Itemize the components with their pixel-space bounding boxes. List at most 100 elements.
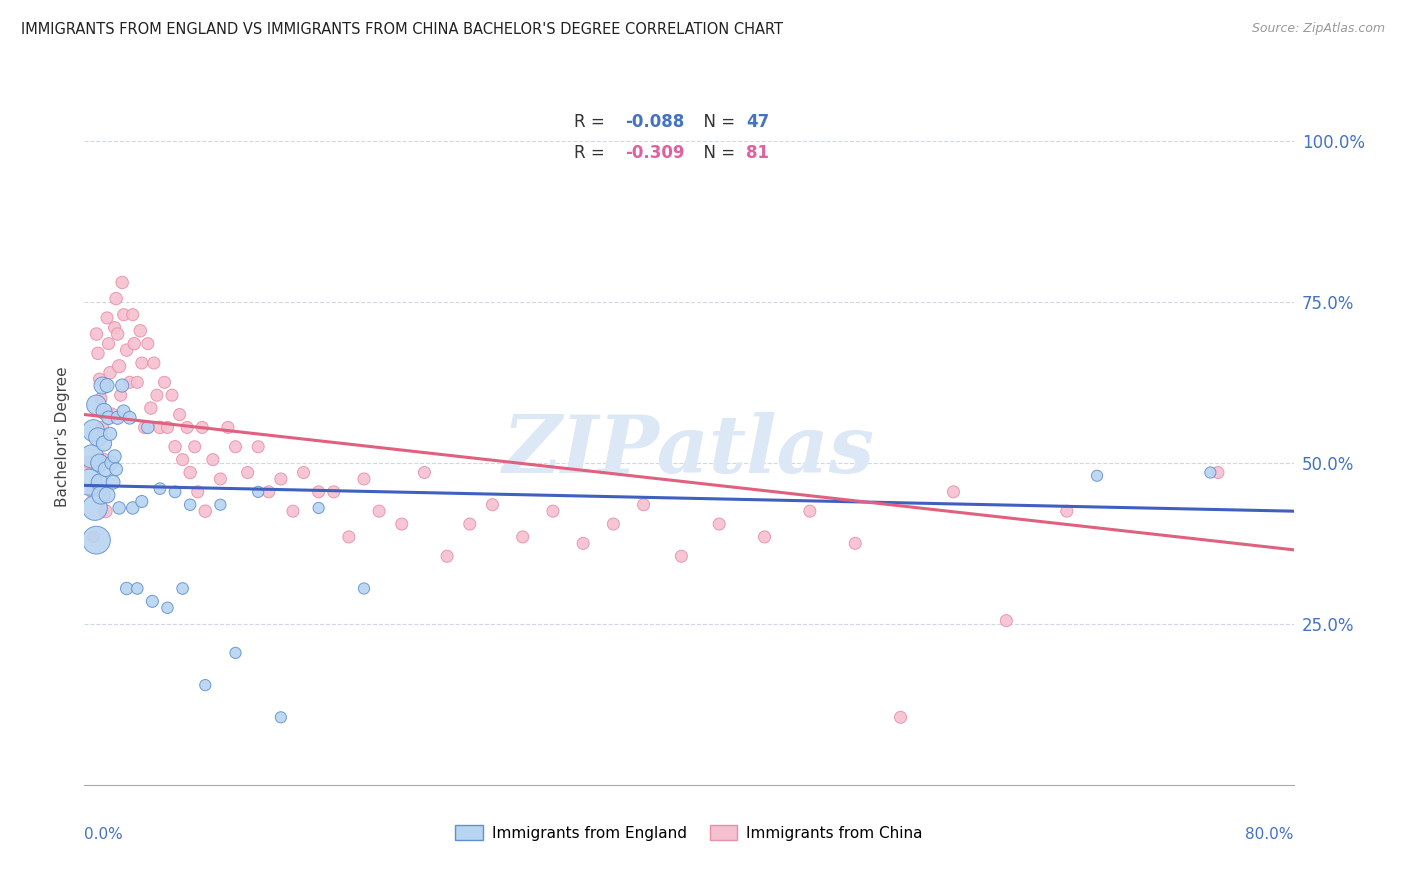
Point: [436, 549, 458, 564]
Point: [96, 378, 118, 392]
Point: [1085, 468, 1108, 483]
Point: [156, 600, 179, 615]
Point: [90, 392, 112, 406]
Point: [225, 440, 247, 454]
Point: [257, 484, 280, 499]
Point: [127, 376, 149, 390]
Point: [115, 343, 138, 357]
Point: [270, 472, 292, 486]
Point: [247, 440, 270, 454]
Point: [799, 504, 821, 518]
Point: [153, 376, 176, 390]
Point: [127, 582, 149, 596]
Point: [141, 594, 163, 608]
Text: N =: N =: [693, 145, 740, 162]
Point: [118, 410, 141, 425]
Point: [458, 516, 481, 531]
Point: [89, 456, 111, 470]
Point: [96, 310, 118, 325]
Point: [179, 498, 201, 512]
Point: [131, 356, 153, 370]
Point: [353, 582, 375, 596]
Point: [281, 504, 304, 518]
Point: [86, 398, 108, 412]
Point: [118, 376, 141, 390]
Point: [156, 420, 179, 434]
Point: [165, 484, 187, 499]
Point: [942, 484, 965, 499]
Point: [308, 484, 330, 499]
Point: [353, 472, 375, 486]
Point: [91, 378, 114, 392]
Text: 81: 81: [745, 145, 769, 162]
Point: [247, 484, 270, 499]
Point: [108, 359, 131, 374]
Point: [86, 326, 108, 341]
Text: -0.309: -0.309: [624, 145, 685, 162]
Text: 47: 47: [745, 113, 769, 131]
Point: [1056, 504, 1078, 518]
Point: [98, 426, 121, 441]
Point: [87, 346, 110, 360]
Point: [1199, 466, 1222, 480]
Text: IMMIGRANTS FROM ENGLAND VS IMMIGRANTS FROM CHINA BACHELOR'S DEGREE CORRELATION C: IMMIGRANTS FROM ENGLAND VS IMMIGRANTS FR…: [21, 22, 783, 37]
Point: [172, 582, 194, 596]
Point: [90, 488, 112, 502]
Point: [201, 452, 224, 467]
Point: [139, 401, 162, 416]
Point: [572, 536, 595, 550]
Point: [112, 404, 135, 418]
Point: [80, 484, 103, 499]
Point: [122, 336, 145, 351]
Point: [754, 530, 776, 544]
Point: [209, 472, 232, 486]
Point: [292, 466, 315, 480]
Point: [94, 504, 117, 518]
Point: [93, 404, 115, 418]
Point: [97, 336, 120, 351]
Point: [134, 420, 156, 434]
Point: [131, 494, 153, 508]
Point: [844, 536, 866, 550]
Point: [149, 482, 172, 496]
Point: [194, 678, 217, 692]
Point: [209, 498, 232, 512]
Point: [112, 308, 135, 322]
Point: [541, 504, 564, 518]
Point: [169, 408, 191, 422]
Point: [890, 710, 912, 724]
Point: [82, 424, 104, 438]
Point: [115, 582, 138, 596]
Point: [602, 516, 624, 531]
Point: [84, 500, 107, 515]
Point: [183, 440, 205, 454]
Point: [165, 440, 187, 454]
Point: [97, 410, 120, 425]
Point: [98, 366, 121, 380]
Point: [121, 500, 143, 515]
Point: [111, 378, 134, 392]
Point: [225, 646, 247, 660]
Point: [308, 500, 330, 515]
Point: [160, 388, 183, 402]
Point: [176, 420, 198, 434]
Point: [107, 410, 129, 425]
Text: 80.0%: 80.0%: [1246, 827, 1294, 842]
Point: [108, 500, 131, 515]
Point: [121, 308, 143, 322]
Point: [149, 420, 172, 434]
Text: 0.0%: 0.0%: [84, 827, 124, 842]
Point: [100, 408, 122, 422]
Point: [633, 498, 655, 512]
Point: [107, 326, 129, 341]
Point: [337, 530, 360, 544]
Point: [270, 710, 292, 724]
Point: [86, 533, 108, 548]
Point: [105, 462, 128, 476]
Point: [104, 320, 127, 334]
Point: [368, 504, 391, 518]
Point: [100, 456, 122, 470]
Point: [217, 420, 239, 434]
Text: ZIPatlas: ZIPatlas: [503, 412, 875, 490]
Point: [93, 452, 115, 467]
